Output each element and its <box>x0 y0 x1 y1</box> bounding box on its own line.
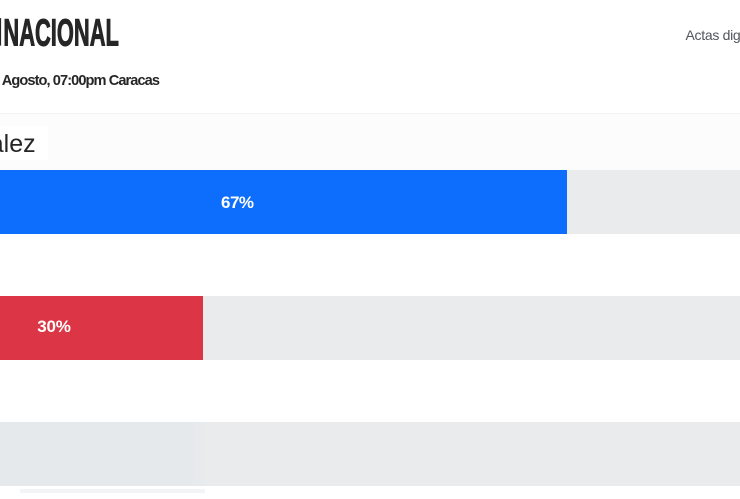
svg-text:NACIONAL: NACIONAL <box>3 13 119 55</box>
